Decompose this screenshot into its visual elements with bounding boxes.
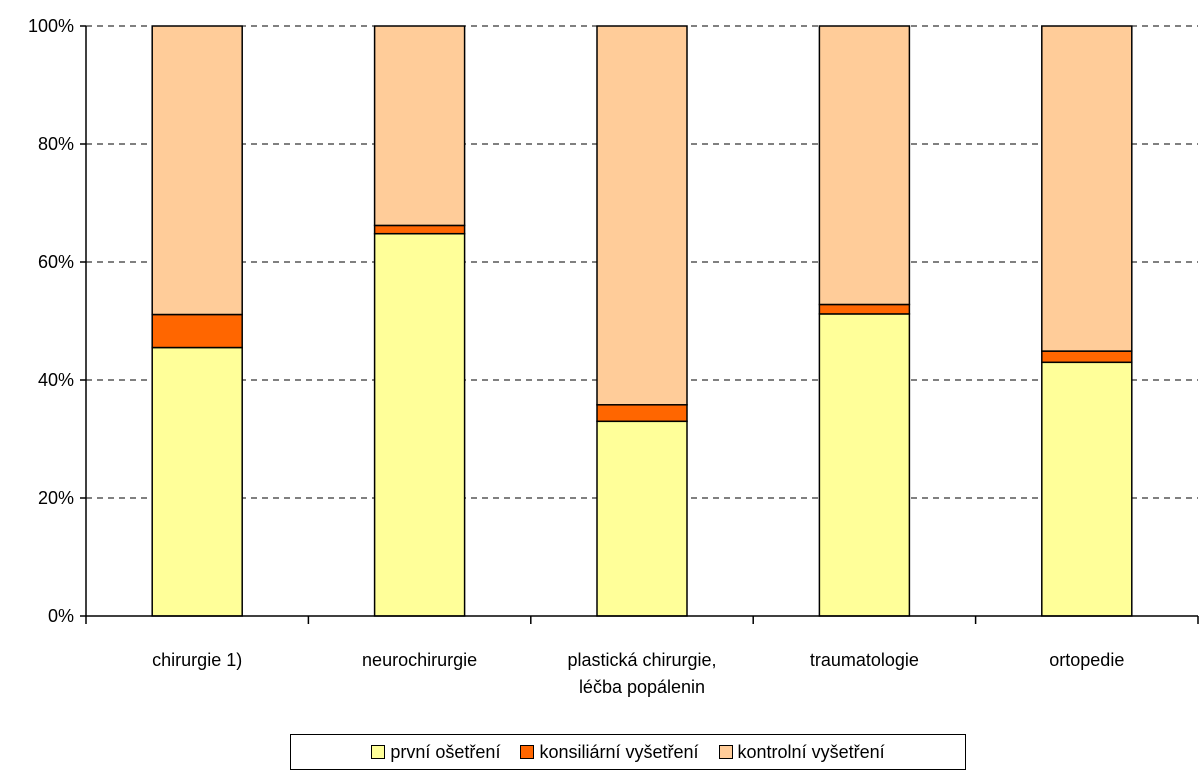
y-tick-label: 20% [38,488,74,508]
bar-segment [373,25,466,227]
y-tick-label: 60% [38,252,74,272]
legend-label: první ošetření [390,741,501,762]
bar-segment [596,404,688,423]
legend-swatch [718,745,733,759]
legend-swatch [371,745,386,759]
bar-segment [373,232,466,617]
y-tick-label: 40% [38,370,74,390]
bar-segment [151,313,243,349]
x-tick-label: léčba popálenin [579,677,705,697]
bar-segment [151,346,243,617]
bar-segment [1041,361,1133,617]
y-tick-label: 0% [48,606,74,626]
bar-segment [818,303,911,315]
legend-item: konsiliární vyšetření [520,741,699,763]
axes [80,25,1199,624]
bar-segment [818,313,911,617]
bar-segment [818,25,911,306]
axis-labels: 0% 20% 40% 60% 80% 100% chirurgie 1) neurochiru… [28,16,1124,697]
legend-item: první ošetření [371,742,500,763]
bar-segment [151,25,243,316]
bar-segment [1041,350,1133,364]
y-tick-label: 80% [38,134,74,154]
x-tick-label: traumatologie [810,650,919,670]
y-tick-label: 100% [28,16,74,36]
bar-segment [596,420,688,617]
legend: první ošetření konsiliární vyšetření kontr… [290,734,966,770]
bar-segment [373,224,466,235]
legend-label: kontrolní vyšetření [737,741,885,762]
x-tick-label: neurochirurgie [362,650,477,670]
bar-segment [1041,25,1133,352]
legend-label: konsiliární vyšetření [539,741,699,762]
x-tick-label: plastická chirurgie, [567,650,716,670]
legend-item: kontrolní vyšetření [718,741,885,763]
legend-swatch [520,745,535,759]
chart: 0% 20% 40% 60% 80% 100% chirurgie 1) neurochiru… [28,16,1199,697]
bar-segment [596,25,688,406]
bars [151,25,1133,617]
x-tick-label: ortopedie [1049,650,1124,670]
x-tick-label: chirurgie 1) [152,650,242,670]
